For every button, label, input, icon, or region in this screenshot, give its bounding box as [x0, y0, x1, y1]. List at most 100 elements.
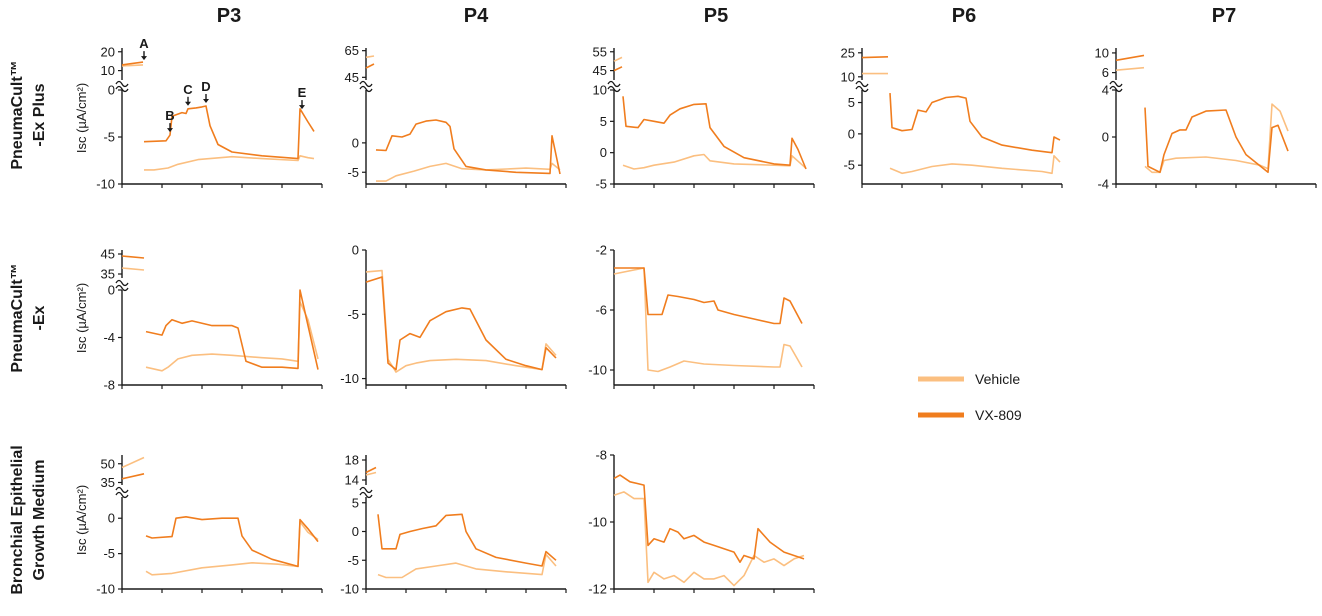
y-tick-label: 45 [101, 247, 115, 262]
annotation-label: A [139, 36, 149, 51]
series-line-vehicle-upper [121, 64, 144, 67]
row-title-pneumacult-ex: PneumaCult™ -Ex [9, 263, 48, 372]
series-line-vx809-upper [121, 473, 145, 480]
series-line-vx809-upper [1115, 54, 1145, 62]
y-tick-label: 35 [101, 267, 115, 282]
y-tick-label: 0 [352, 243, 359, 258]
y-tick-label: 50 [101, 456, 115, 471]
y-tick-label: -10 [340, 371, 359, 386]
series-line-vehicle [377, 553, 557, 579]
series-line-vehicle-upper [1115, 66, 1145, 71]
y-tick-label: 10 [593, 83, 607, 98]
y-tick-label: -5 [843, 158, 855, 173]
series-line-vehicle [145, 521, 319, 576]
series-line-vehicle-upper [365, 55, 375, 59]
y-tick-label: -10 [96, 582, 115, 597]
y-tick-label: 45 [593, 63, 607, 78]
annotation-label: E [298, 85, 307, 100]
series-line-vx809 [1144, 107, 1289, 174]
panel-pneumacult-ex-plus-p5: 10 5 0 -5 55 45 [593, 44, 815, 192]
y-tick-label: 0 [108, 511, 115, 526]
y-tick-label: -10 [588, 363, 607, 378]
y-tick-label: 0 [600, 145, 607, 160]
annotation-d: D [201, 79, 211, 103]
y-tick-label: 35 [101, 475, 115, 490]
series-line-vx809 [889, 93, 1061, 154]
y-axis-title-row2: Isc (µA/cm²) [74, 283, 89, 353]
legend-label-vehicle: Vehicle [975, 371, 1020, 387]
series-line-vx809 [377, 513, 557, 567]
series-line-vx809 [613, 474, 805, 563]
y-tick-label: -5 [347, 553, 359, 568]
axis-break-mark [1109, 80, 1123, 93]
axis-break-mark [115, 486, 129, 499]
panel-bronchial-epithelial-growth-medium-p5: -8 -10 -12 [588, 448, 815, 597]
row-title-line: -Ex Plus [31, 83, 48, 146]
y-tick-label: 5 [848, 95, 855, 110]
series-line-vehicle [145, 301, 319, 372]
panel-bronchial-epithelial-growth-medium-p4: 5 0 -5 -10 18 14 [340, 453, 567, 597]
panel-pneumacult-ex-plus-p7: 4 0 -4 10 6 [1095, 45, 1317, 192]
series-line-vx809 [375, 119, 561, 175]
series-line-vx809 [622, 96, 807, 170]
y-tick-label: 10 [841, 69, 855, 84]
panel-pneumacult-ex-p4: 0 -5 -10 [340, 243, 567, 389]
row-title-line: Growth Medium [31, 460, 48, 581]
series-line-vx809 [614, 267, 803, 325]
row-title-line: PneumaCult™ [9, 60, 26, 169]
axis-break-mark [359, 80, 373, 93]
panel-bronchial-epithelial-growth-medium-p3: 0 -5 -10 50 35 [96, 455, 323, 597]
y-tick-label: 0 [352, 524, 359, 539]
y-tick-label: -5 [347, 165, 359, 180]
y-tick-label: 45 [345, 70, 359, 85]
annotation-arrowhead [167, 128, 173, 133]
y-axis-title-row3: Isc (µA/cm²) [74, 485, 89, 555]
annotation-a: A [139, 36, 149, 61]
y-tick-label: 20 [101, 44, 115, 59]
y-tick-label: 18 [345, 453, 359, 468]
series-line-vehicle-upper [121, 456, 145, 469]
axis-break-mark [115, 80, 129, 93]
annotation-arrowhead [299, 105, 305, 110]
series-line-vx809-upper [365, 63, 375, 69]
legend: Vehicle VX-809 [918, 371, 1022, 423]
y-tick-label: -10 [96, 177, 115, 192]
row-title-line: -Ex [31, 305, 48, 330]
series-line-vx809-upper [613, 66, 623, 72]
y-tick-label: 10 [1095, 45, 1109, 60]
series-line-vehicle [622, 153, 807, 170]
series-line-vehicle [365, 269, 557, 373]
series-line-vehicle [613, 267, 803, 373]
series-line-vx809-upper [861, 56, 889, 59]
column-title-p7: P7 [1212, 5, 1236, 27]
series-line-vx809-upper [365, 466, 377, 474]
y-tick-label: 10 [101, 63, 115, 78]
y-tick-label: 0 [352, 135, 359, 150]
y-tick-label: -5 [103, 546, 115, 561]
y-tick-label: 25 [841, 45, 855, 60]
y-tick-label: 55 [593, 44, 607, 59]
annotation-b: B [165, 108, 175, 133]
axis-break-mark [115, 279, 129, 292]
annotation-label: C [183, 82, 193, 97]
annotation-label: B [165, 108, 174, 123]
column-titles: P3 P4 P5 P6 P7 [217, 5, 1236, 27]
axis-break-mark [607, 80, 621, 93]
panel-pneumacult-ex-p5: -2 -6 -10 [588, 243, 815, 389]
y-tick-label: -4 [1097, 177, 1109, 192]
y-tick-label: -6 [595, 303, 607, 318]
panel-pneumacult-ex-plus-p6: 5 0 -5 25 10 [841, 45, 1063, 188]
y-tick-label: 14 [345, 473, 359, 488]
y-tick-label: 0 [108, 83, 115, 98]
annotation-arrowhead [203, 98, 209, 103]
y-tick-label: 6 [1102, 65, 1109, 80]
series-line-vx809-upper [121, 255, 145, 259]
y-tick-label: -8 [103, 378, 115, 393]
series-line-vehicle-upper [613, 56, 623, 62]
y-tick-label: -10 [588, 515, 607, 530]
y-tick-label: 0 [108, 283, 115, 298]
y-tick-label: 5 [352, 495, 359, 510]
y-tick-label: -2 [595, 243, 607, 258]
column-title-p6: P6 [952, 5, 976, 27]
